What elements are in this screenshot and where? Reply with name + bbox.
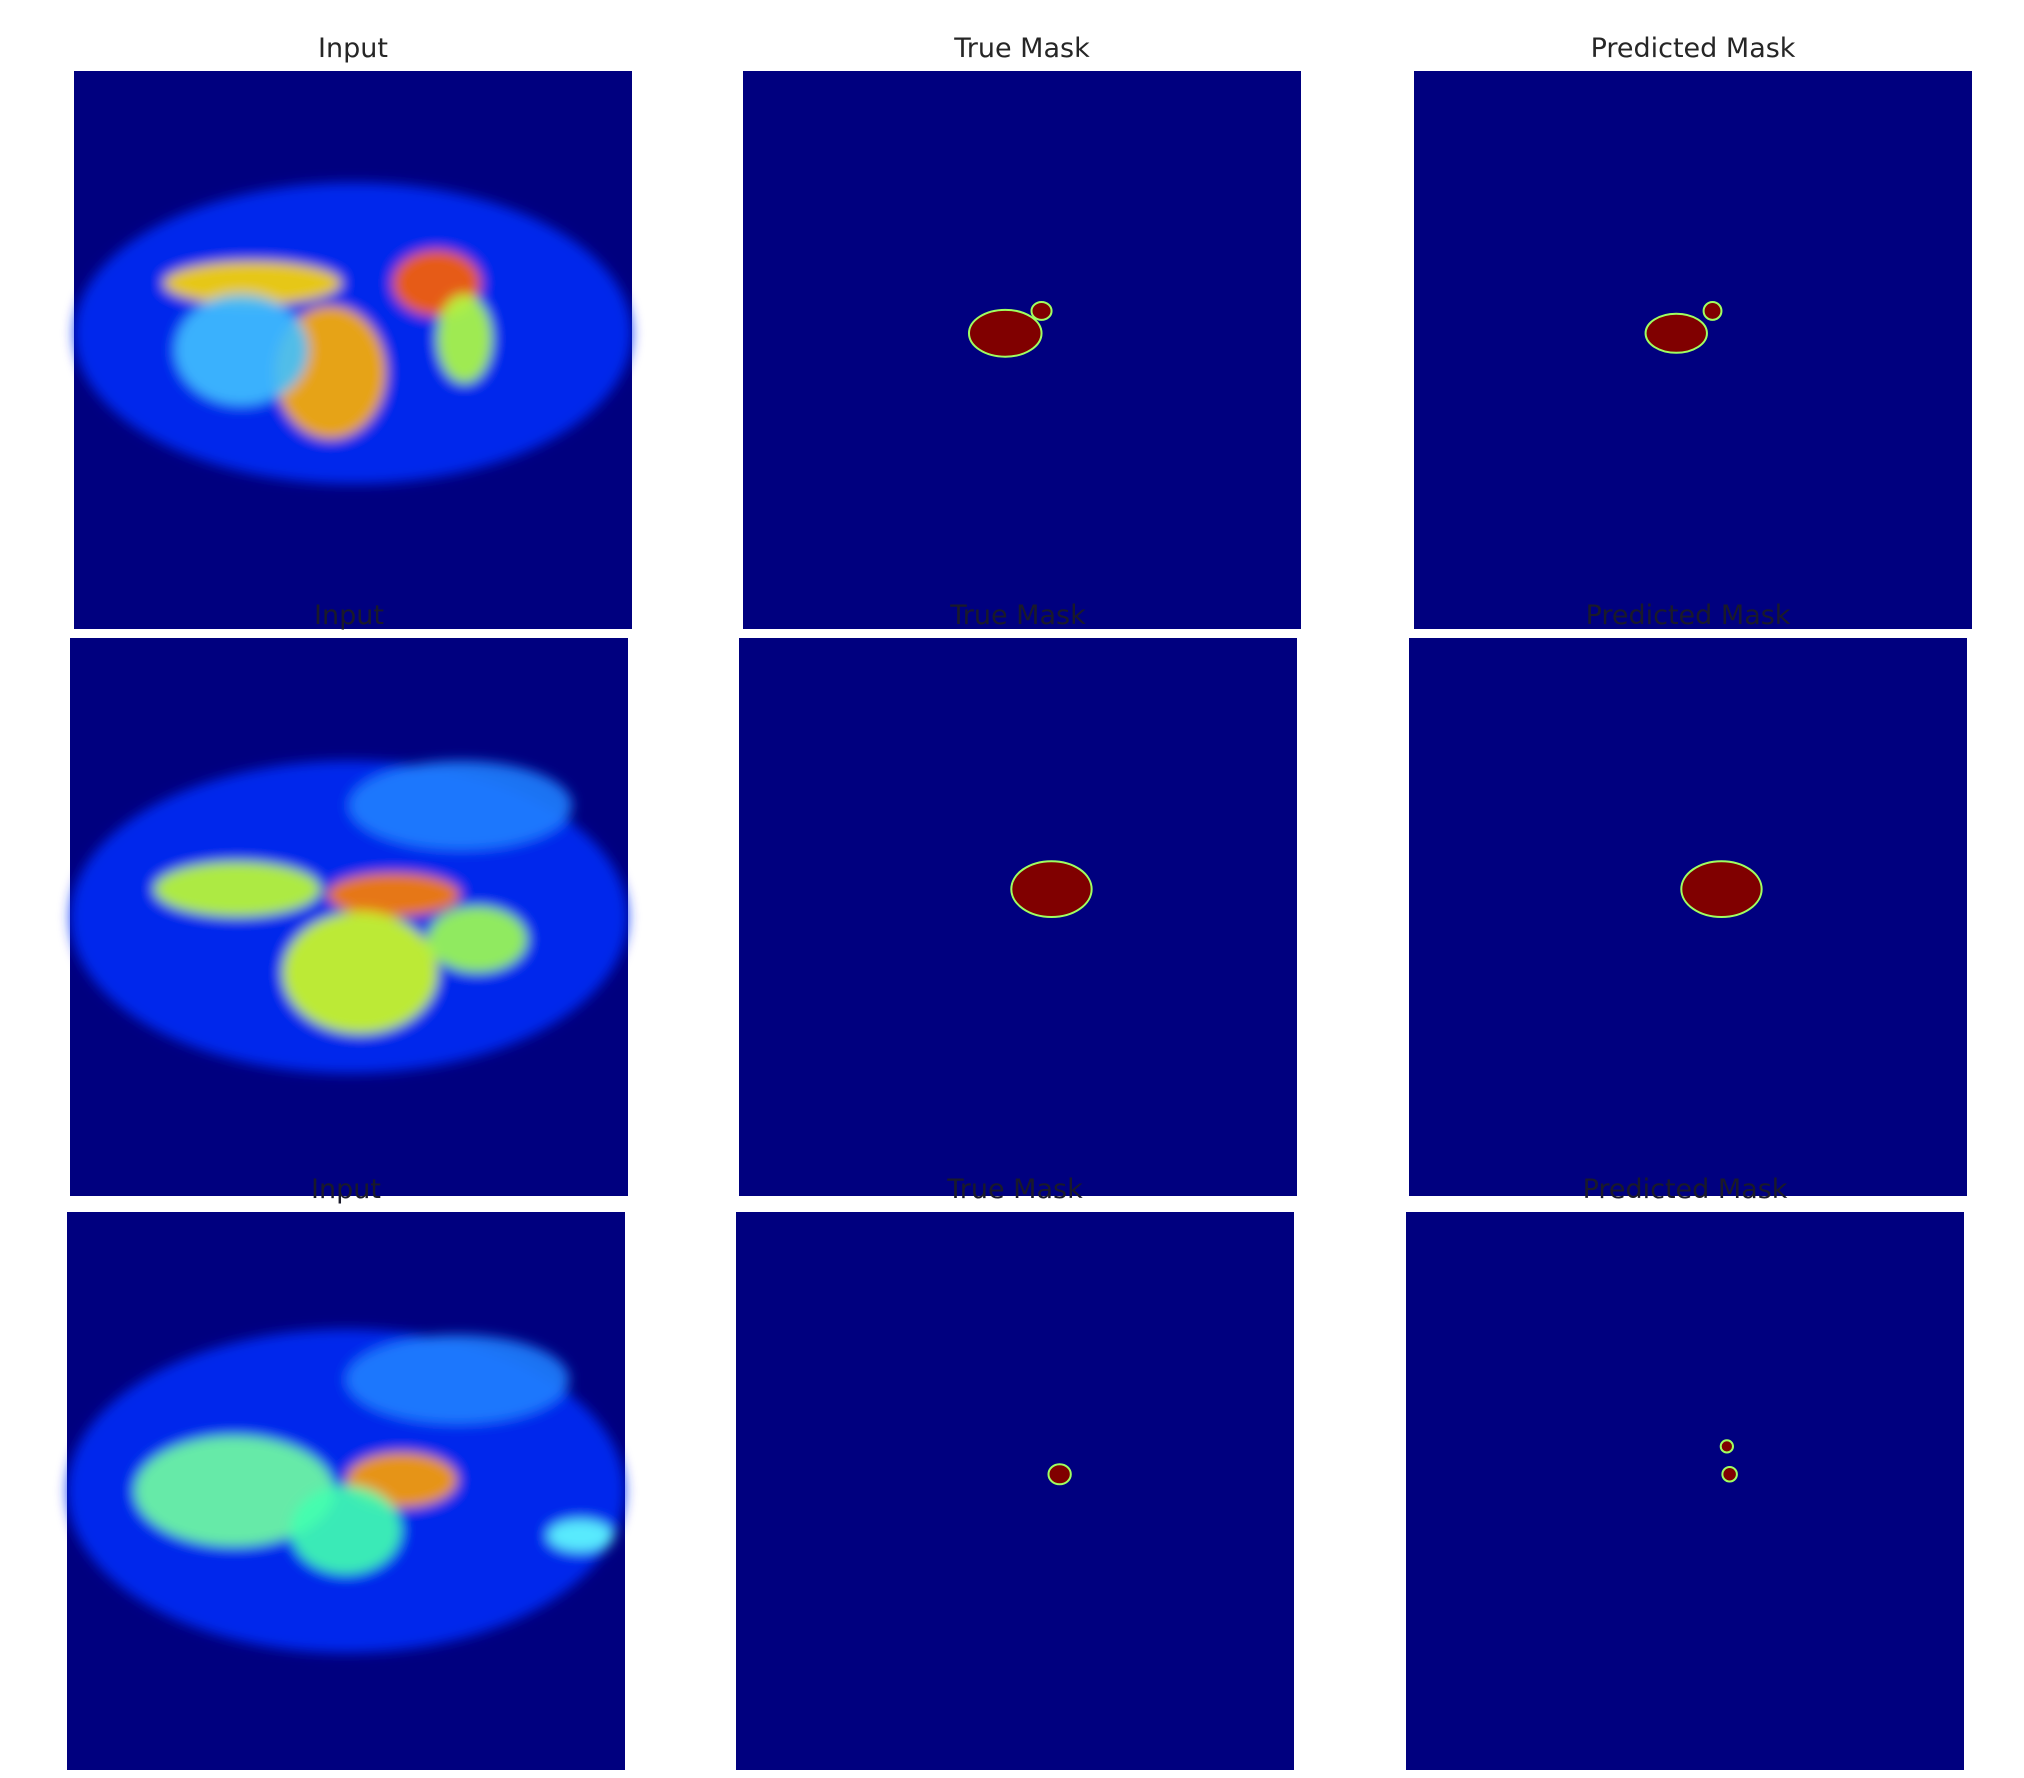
panel bbox=[736, 1212, 1294, 1770]
panel bbox=[1406, 1212, 1964, 1770]
panel-title: True Mask bbox=[949, 600, 1086, 631]
panel-title: True Mask bbox=[953, 33, 1090, 64]
panel-title: Predicted Mask bbox=[1591, 33, 1796, 64]
organ bbox=[153, 861, 322, 917]
mri-image bbox=[74, 182, 632, 484]
mask-region bbox=[1047, 1463, 1072, 1486]
organ bbox=[133, 1435, 335, 1547]
mri-image bbox=[67, 1329, 625, 1653]
panel bbox=[743, 71, 1301, 629]
organ bbox=[174, 294, 309, 406]
image-background bbox=[739, 638, 1297, 1196]
mask-region bbox=[1030, 301, 1053, 321]
panel bbox=[1414, 71, 1972, 629]
panel-title: Predicted Mask bbox=[1583, 1174, 1788, 1205]
image-background bbox=[736, 1212, 1294, 1770]
panel bbox=[70, 638, 628, 1196]
mri-image bbox=[70, 760, 628, 1074]
organ bbox=[326, 872, 461, 917]
panel-title: Predicted Mask bbox=[1586, 600, 1791, 631]
mask-region bbox=[1010, 860, 1093, 918]
mask-region bbox=[1702, 301, 1723, 321]
image-background bbox=[1409, 638, 1967, 1196]
mask-region bbox=[967, 308, 1043, 358]
panel-title: Input bbox=[318, 33, 388, 64]
organ bbox=[546, 1518, 614, 1553]
organ bbox=[427, 905, 528, 973]
panel bbox=[739, 638, 1297, 1196]
panel-title: Input bbox=[311, 1174, 381, 1205]
organ bbox=[349, 760, 573, 851]
organ bbox=[163, 260, 342, 306]
panel bbox=[74, 71, 632, 629]
mask-region bbox=[1644, 312, 1708, 354]
organ bbox=[282, 911, 439, 1035]
panel bbox=[67, 1212, 625, 1770]
organ bbox=[436, 294, 493, 384]
panel-title: Input bbox=[314, 600, 384, 631]
panel-title: True Mask bbox=[946, 1174, 1083, 1205]
panel bbox=[1409, 638, 1967, 1196]
mask-region bbox=[1719, 1439, 1734, 1454]
organ bbox=[290, 1485, 402, 1575]
image-background bbox=[1406, 1212, 1964, 1770]
organ bbox=[346, 1334, 570, 1425]
mask-region bbox=[1680, 860, 1763, 918]
mask-region bbox=[1721, 1466, 1738, 1483]
